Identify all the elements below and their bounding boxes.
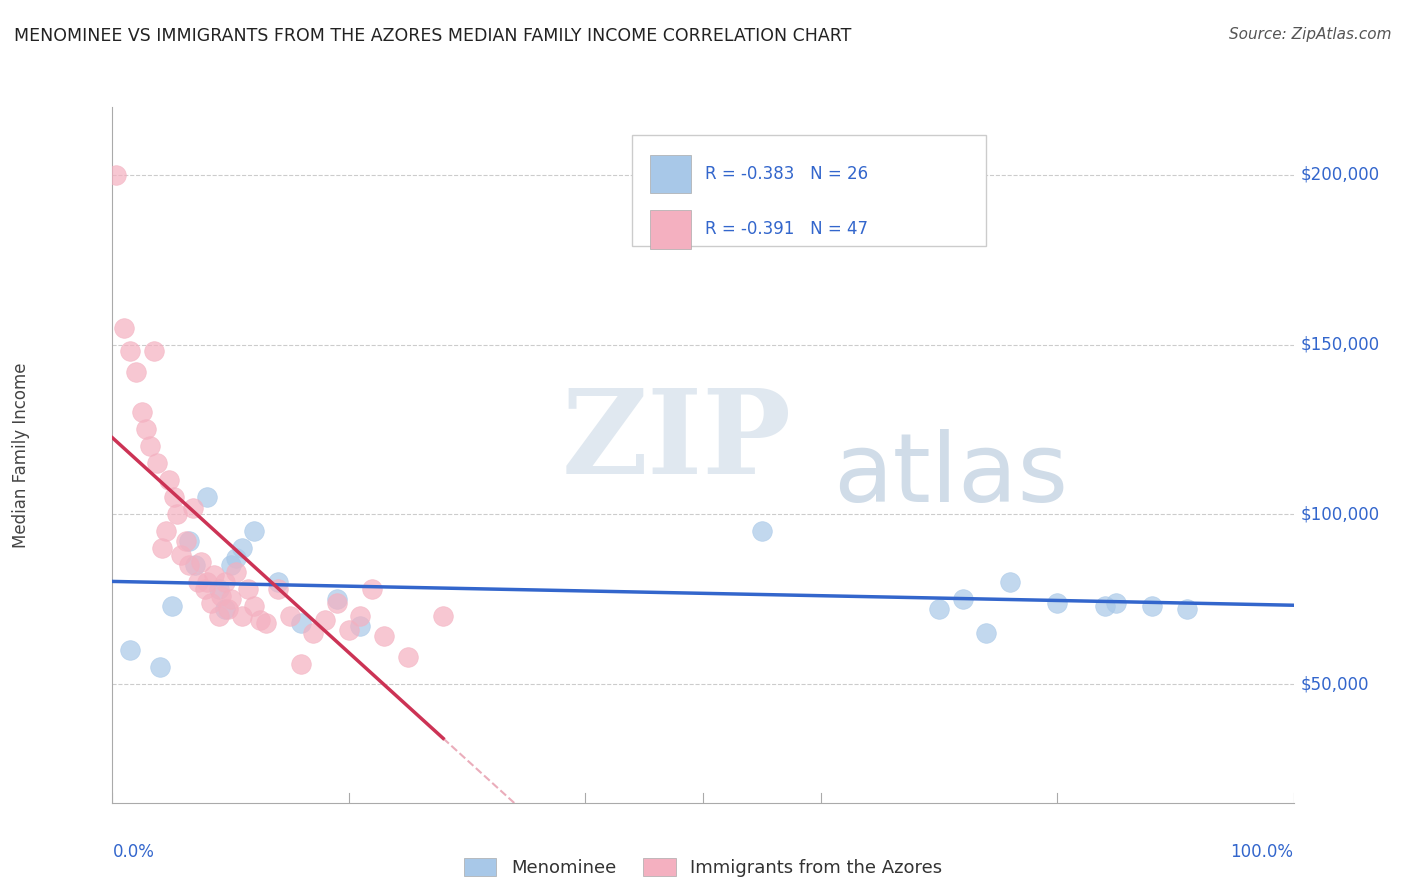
Bar [633, 135, 987, 246]
Point [190, 555, 212, 569]
Point [186, 575, 208, 590]
Point [120, 643, 142, 657]
Point [131, 405, 153, 419]
Point [243, 599, 266, 613]
Point [1140, 599, 1163, 613]
Point [219, 592, 242, 607]
Point [238, 582, 260, 596]
Point [149, 660, 172, 674]
Text: R = -0.383   N = 26: R = -0.383 N = 26 [706, 165, 869, 183]
Point [125, 365, 148, 379]
Point [208, 582, 231, 596]
Text: 100.0%: 100.0% [1230, 843, 1294, 861]
Point [219, 558, 242, 573]
Text: ZIP: ZIP [561, 384, 792, 499]
Point [373, 630, 395, 644]
Text: Source: ZipAtlas.com: Source: ZipAtlas.com [1229, 27, 1392, 42]
Point [432, 609, 454, 624]
Text: MENOMINEE VS IMMIGRANTS FROM THE AZORES MEDIAN FAMILY INCOME CORRELATION CHART: MENOMINEE VS IMMIGRANTS FROM THE AZORES … [14, 27, 852, 45]
Point [302, 626, 325, 640]
Point [217, 602, 239, 616]
Point [928, 602, 950, 616]
Point [209, 589, 232, 603]
Text: $200,000: $200,000 [1301, 166, 1379, 184]
Point [139, 439, 162, 453]
Point [194, 582, 217, 596]
Text: 0.0%: 0.0% [112, 843, 155, 861]
Point [120, 344, 142, 359]
Point [225, 565, 247, 579]
Point [361, 582, 384, 596]
Point [326, 596, 349, 610]
Point [195, 491, 218, 505]
Point [170, 548, 193, 562]
Point [952, 592, 974, 607]
Point [181, 500, 204, 515]
Point [267, 582, 290, 596]
Point [179, 558, 201, 573]
Point [112, 320, 135, 334]
Point [1175, 602, 1198, 616]
Point [166, 508, 188, 522]
Point [200, 596, 222, 610]
Point [267, 575, 290, 590]
Point [1105, 596, 1128, 610]
Point [998, 575, 1021, 590]
Point [135, 422, 157, 436]
Point [349, 609, 371, 624]
Point [314, 613, 336, 627]
Point [105, 168, 128, 182]
Point [249, 613, 271, 627]
Point [160, 599, 183, 613]
Text: $100,000: $100,000 [1301, 505, 1379, 524]
Point [349, 619, 371, 633]
Point [195, 575, 218, 590]
Bar [650, 154, 692, 193]
Legend: Menominee, Immigrants from the Azores: Menominee, Immigrants from the Azores [457, 850, 949, 884]
Point [751, 524, 773, 539]
Point [1046, 596, 1069, 610]
Point [278, 609, 301, 624]
Point [976, 626, 998, 640]
Point [214, 575, 236, 590]
Point [396, 649, 419, 664]
Point [202, 568, 225, 582]
Text: R = -0.391   N = 47: R = -0.391 N = 47 [706, 220, 869, 238]
Point [1094, 599, 1116, 613]
Point [146, 457, 169, 471]
Text: $150,000: $150,000 [1301, 335, 1379, 353]
Point [184, 558, 207, 573]
Point [290, 615, 312, 630]
Point [231, 541, 253, 556]
Bar [650, 211, 692, 249]
Point [174, 534, 197, 549]
Text: $50,000: $50,000 [1301, 675, 1369, 693]
Point [326, 592, 349, 607]
Point [290, 657, 312, 671]
Point [254, 615, 277, 630]
Point [214, 602, 236, 616]
Point [225, 551, 247, 566]
Text: atlas: atlas [832, 429, 1069, 523]
Point [179, 534, 201, 549]
Point [157, 474, 180, 488]
Point [337, 623, 360, 637]
Point [142, 344, 165, 359]
Point [163, 491, 186, 505]
Point [150, 541, 173, 556]
Point [231, 609, 253, 624]
Point [208, 609, 231, 624]
Point [155, 524, 177, 539]
Text: Median Family Income: Median Family Income [13, 362, 30, 548]
Point [243, 524, 266, 539]
